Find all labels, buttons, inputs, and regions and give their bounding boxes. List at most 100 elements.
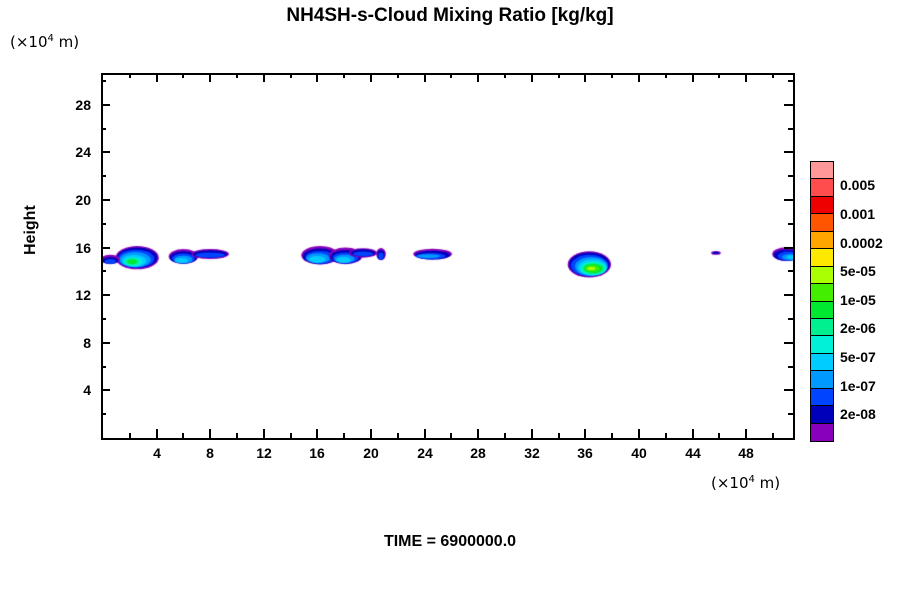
- axis-tick: [101, 151, 110, 153]
- plot-area: [101, 73, 795, 440]
- axis-tick: [718, 73, 720, 78]
- x-tick-label: 16: [309, 445, 325, 461]
- y-tick-label: 28: [75, 97, 91, 113]
- axis-tick: [101, 318, 106, 320]
- axis-tick: [236, 433, 238, 438]
- axis-tick: [745, 73, 747, 82]
- axis-tick: [397, 433, 399, 438]
- axis-tick: [101, 80, 106, 82]
- unit-prefix: (×10: [711, 474, 749, 492]
- colorbar-band: [811, 371, 833, 389]
- axis-tick: [788, 318, 793, 320]
- colorbar-band: [811, 406, 833, 424]
- axis-tick: [316, 73, 318, 82]
- x-tick-label: 48: [738, 445, 754, 461]
- axis-tick: [263, 429, 265, 438]
- colorbar: [810, 161, 834, 442]
- unit-exponent: 4: [748, 474, 755, 485]
- unit-suffix: m): [53, 33, 80, 51]
- colorbar-label: 5e-05: [840, 263, 876, 280]
- y-axis-title: Height: [22, 205, 39, 255]
- axis-tick: [290, 73, 292, 78]
- colorbar-band: [811, 266, 833, 285]
- axis-tick: [584, 429, 586, 438]
- axis-tick: [611, 73, 613, 78]
- colorbar-label: 1e-07: [840, 377, 876, 394]
- y-tick-label: 4: [83, 382, 91, 398]
- colorbar-label: 0.0002: [840, 234, 883, 251]
- axis-tick: [745, 429, 747, 438]
- axis-tick: [788, 270, 793, 272]
- unit-suffix: m): [754, 474, 781, 492]
- axis-tick: [584, 73, 586, 82]
- axis-tick: [788, 366, 793, 368]
- x-tick-label: 12: [256, 445, 272, 461]
- axis-tick: [788, 413, 793, 415]
- axis-tick: [788, 175, 793, 177]
- axis-tick: [101, 199, 110, 201]
- axis-tick: [531, 429, 533, 438]
- colorbar-band: [811, 162, 833, 180]
- axis-tick: [477, 73, 479, 82]
- axis-tick: [665, 73, 667, 78]
- axis-tick: [182, 433, 184, 438]
- x-tick-label: 28: [470, 445, 486, 461]
- y-tick-label: 24: [75, 144, 91, 160]
- colorbar-label: 1e-05: [840, 291, 876, 308]
- axis-tick: [343, 73, 345, 78]
- x-tick-label: 36: [577, 445, 593, 461]
- axis-tick: [101, 128, 106, 130]
- axis-tick: [638, 429, 640, 438]
- axis-tick: [450, 433, 452, 438]
- y-tick-label: 20: [75, 192, 91, 208]
- colorbar-band: [811, 353, 833, 372]
- axis-tick: [101, 223, 106, 225]
- colorbar-label: 0.001: [840, 205, 876, 222]
- axis-tick: [718, 433, 720, 438]
- axis-tick: [129, 433, 131, 438]
- time-caption: TIME = 6900000.0: [383, 533, 517, 550]
- colorbar-band: [811, 423, 833, 441]
- x-tick-label: 20: [363, 445, 379, 461]
- axis-tick: [450, 73, 452, 78]
- axis-tick: [370, 429, 372, 438]
- axis-tick: [101, 342, 110, 344]
- axis-tick: [558, 433, 560, 438]
- axis-tick: [101, 389, 110, 391]
- axis-tick: [788, 223, 793, 225]
- axis-tick: [263, 73, 265, 82]
- x-axis-unit-label: (×104 m): [711, 474, 780, 492]
- axis-tick: [370, 73, 372, 82]
- axis-tick: [156, 429, 158, 438]
- axis-tick: [101, 294, 110, 296]
- y-tick-label: 8: [83, 335, 91, 351]
- axis-tick: [290, 433, 292, 438]
- axis-tick: [531, 73, 533, 82]
- axis-tick: [784, 294, 793, 296]
- axis-tick: [156, 73, 158, 82]
- axis-tick: [209, 73, 211, 82]
- x-tick-label: 32: [524, 445, 540, 461]
- axis-tick: [692, 429, 694, 438]
- colorbar-label: 2e-08: [840, 406, 876, 423]
- colorbar-band: [811, 196, 833, 215]
- axis-tick: [665, 433, 667, 438]
- axis-tick: [424, 73, 426, 82]
- axis-tick: [424, 429, 426, 438]
- colorbar-band: [811, 179, 833, 197]
- axis-tick: [772, 433, 774, 438]
- colorbar-label: 2e-06: [840, 320, 876, 337]
- axis-tick: [101, 413, 106, 415]
- axis-tick: [343, 433, 345, 438]
- axis-tick: [101, 247, 110, 249]
- axis-tick: [101, 104, 110, 106]
- y-tick-label: 12: [75, 287, 91, 303]
- axis-tick: [784, 104, 793, 106]
- colorbar-band: [811, 231, 833, 250]
- x-tick-label: 8: [206, 445, 214, 461]
- axis-tick: [558, 73, 560, 78]
- axis-tick: [504, 433, 506, 438]
- y-axis-unit-label: (×104 m): [10, 33, 79, 51]
- axis-tick: [101, 175, 106, 177]
